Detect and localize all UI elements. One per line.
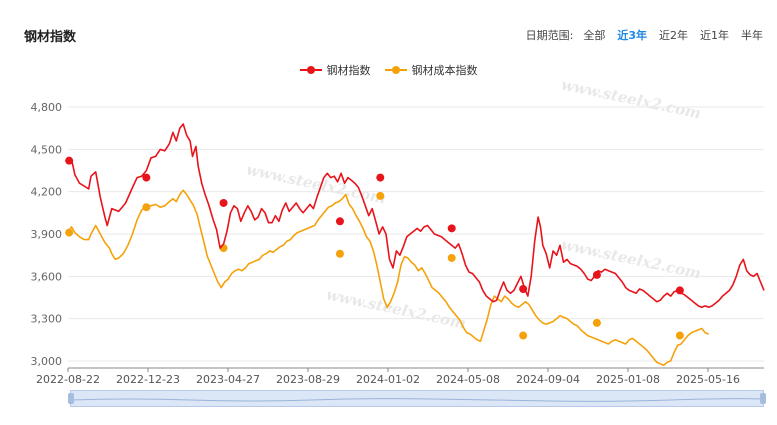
data-point-steel-index	[675, 286, 684, 295]
y-tick-label: 3,600	[31, 270, 63, 283]
data-point-cost-index	[376, 191, 385, 200]
legend-label-cost-index: 钢材成本指数	[411, 64, 478, 77]
zoom-preview-line	[71, 398, 763, 402]
y-tick-label: 4,800	[31, 101, 63, 114]
series-line-steel-index	[67, 123, 765, 309]
data-point-cost-index	[675, 331, 684, 340]
legend-item-cost-index[interactable]: 钢材成本指数	[384, 62, 478, 78]
range-option-1y[interactable]: 近1年	[700, 29, 729, 42]
y-tick-label: 4,200	[31, 186, 63, 199]
page-title: 钢材指数	[24, 30, 77, 45]
data-point-steel-index	[447, 224, 456, 233]
range-option-2y[interactable]: 近2年	[659, 29, 688, 42]
data-zoom-slider[interactable]	[68, 390, 766, 407]
x-tick-label: 2023-04-27	[196, 373, 260, 386]
data-point-cost-index	[142, 203, 151, 212]
y-tick-label: 3,000	[31, 355, 63, 368]
legend-item-steel-index[interactable]: 钢材指数	[299, 62, 371, 78]
data-point-cost-index	[65, 228, 74, 237]
data-point-cost-index	[519, 331, 528, 340]
data-point-cost-index	[592, 318, 601, 327]
x-tick-label: 2022-12-23	[116, 373, 180, 386]
range-option-all[interactable]: 全部	[583, 29, 606, 42]
date-range-label: 日期范围:	[525, 29, 574, 42]
zoom-handle-left[interactable]	[68, 393, 74, 404]
data-point-cost-index	[447, 253, 456, 262]
series-line-cost-index	[67, 189, 709, 366]
data-point-steel-index	[376, 173, 385, 182]
y-tick-label: 3,300	[31, 313, 63, 326]
data-point-steel-index	[142, 173, 151, 182]
y-tick-label: 4,500	[31, 143, 63, 156]
x-tick-label: 2023-08-29	[276, 373, 340, 386]
x-tick-label: 2024-09-04	[516, 373, 580, 386]
legend-steel-index-icon	[299, 66, 322, 74]
data-point-steel-index	[219, 198, 228, 207]
data-point-steel-index	[592, 270, 601, 279]
range-option-3y[interactable]: 近3年	[617, 29, 647, 42]
x-tick-label: 2025-05-16	[676, 373, 740, 386]
data-point-steel-index	[335, 217, 344, 226]
legend-cost-index-icon	[384, 66, 407, 74]
date-range-selector: 日期范围: 全部 近3年 近2年 近1年 半年	[526, 27, 763, 43]
range-option-half-year[interactable]: 半年	[741, 29, 763, 42]
x-tick-label: 2022-08-22	[36, 373, 100, 386]
chart-legend: 钢材指数 钢材成本指数	[0, 62, 777, 78]
legend-label-steel-index: 钢材指数	[326, 64, 371, 77]
data-point-cost-index	[335, 249, 344, 258]
x-tick-label: 2024-05-08	[436, 373, 500, 386]
data-point-steel-index	[65, 156, 74, 165]
data-point-steel-index	[519, 285, 528, 294]
x-tick-label: 2024-01-02	[356, 373, 420, 386]
zoom-handle-right[interactable]	[760, 393, 766, 404]
y-tick-label: 3,900	[31, 228, 63, 241]
x-tick-label: 2025-01-08	[596, 373, 660, 386]
